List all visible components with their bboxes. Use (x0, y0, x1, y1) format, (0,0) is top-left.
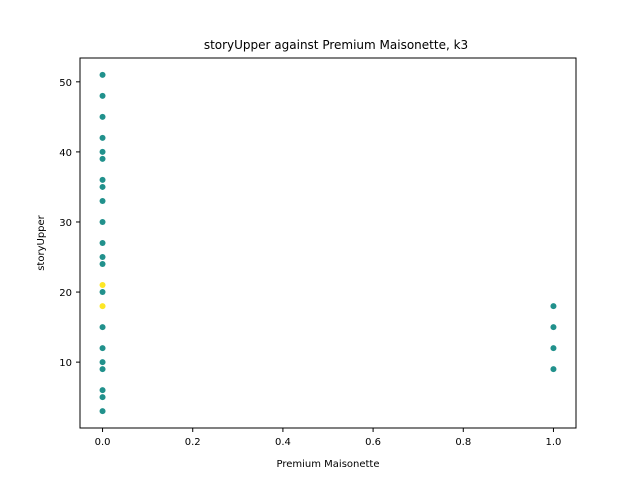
data-point (99, 176, 106, 183)
x-tick-label: 0.2 (185, 437, 201, 448)
data-point (99, 148, 106, 155)
data-point (99, 71, 106, 78)
data-point (99, 394, 106, 401)
plot-frame (79, 57, 577, 429)
data-point (99, 359, 106, 366)
x-tick-label: 0.8 (455, 437, 471, 448)
data-point (99, 92, 106, 99)
x-axis-ticks: 0.0 0.2 0.4 0.6 0.8 1.0 (95, 428, 562, 448)
data-point (99, 183, 106, 190)
data-point (550, 303, 557, 310)
y-tick-label: 10 (59, 358, 72, 369)
data-point (99, 282, 106, 289)
x-tick-label: 0.0 (95, 437, 111, 448)
data-point (99, 197, 106, 204)
chart-title: storyUpper against Premium Maisonette, k… (204, 38, 468, 52)
data-point (550, 345, 557, 352)
data-point (99, 134, 106, 141)
data-point (550, 324, 557, 331)
x-tick-label: 0.6 (365, 437, 381, 448)
data-point (99, 408, 106, 415)
data-point (99, 289, 106, 296)
y-tick-label: 20 (59, 288, 72, 299)
y-axis-label: storyUpper (36, 214, 47, 270)
data-point (99, 218, 106, 225)
data-point (99, 261, 106, 268)
data-point (99, 387, 106, 394)
points-layer (99, 71, 557, 415)
y-tick-label: 40 (59, 148, 72, 159)
data-point (99, 366, 106, 373)
data-point (99, 345, 106, 352)
y-tick-label: 30 (59, 218, 72, 229)
y-axis-ticks: 10 20 30 40 50 (59, 78, 80, 369)
data-point (99, 240, 106, 246)
data-point (99, 303, 106, 310)
data-point (550, 366, 557, 373)
x-axis-label: Premium Maisonette (276, 459, 379, 470)
data-point (99, 254, 106, 261)
data-point (99, 113, 106, 120)
data-point (99, 155, 106, 162)
y-tick-label: 50 (59, 78, 72, 89)
x-tick-label: 1.0 (546, 437, 562, 448)
data-point (99, 324, 106, 331)
x-tick-label: 0.4 (275, 437, 291, 448)
